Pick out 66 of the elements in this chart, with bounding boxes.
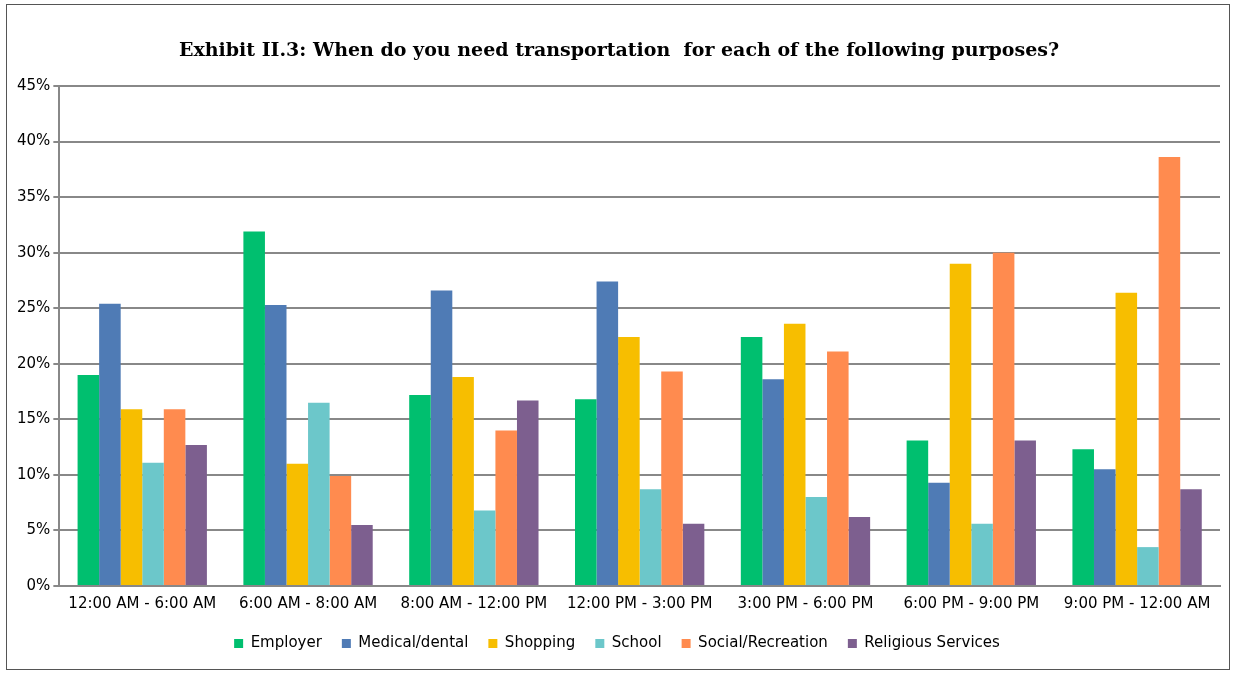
bar (308, 402, 330, 585)
legend-label: Employer (250, 633, 323, 652)
bar (286, 463, 309, 585)
bar (762, 379, 784, 585)
x-tick-label: 6:00 PM - 9:00 PM (903, 593, 1040, 612)
bar (516, 400, 539, 585)
bar (243, 231, 265, 585)
bar (928, 482, 950, 585)
y-tick-label: 10% (17, 464, 51, 483)
bar (163, 409, 186, 585)
bar (971, 523, 993, 585)
bar (264, 304, 287, 585)
bar (1072, 449, 1094, 585)
bar (618, 337, 640, 585)
bar (1158, 157, 1181, 585)
bar (827, 351, 849, 585)
x-tick-label: 12:00 AM - 6:00 AM (68, 593, 217, 612)
x-tick-label: 3:00 PM - 6:00 PM (737, 593, 874, 612)
bar (351, 524, 373, 585)
x-tick-label: 9:00 PM - 12:00 AM (1063, 593, 1211, 612)
legend-label: School (611, 633, 662, 652)
bar (575, 399, 597, 585)
x-tick-label: 12:00 PM - 3:00 PM (566, 593, 713, 612)
bar (120, 409, 143, 585)
bar (992, 252, 1015, 585)
bar (77, 374, 100, 585)
x-tick-label: 8:00 AM - 12:00 PM (400, 593, 548, 612)
bar (949, 263, 972, 585)
bar (1115, 292, 1138, 585)
bar (639, 489, 662, 585)
bar (906, 440, 929, 585)
bar (682, 523, 705, 585)
legend-label: Social/Recreation (698, 633, 828, 652)
bar (783, 323, 806, 585)
y-tick-label: 0% (26, 575, 51, 594)
y-tick-label: 40% (17, 131, 51, 150)
y-tick-label: 5% (26, 520, 51, 539)
bar (473, 510, 496, 585)
bar (329, 476, 352, 585)
legend-label: Medical/dental (358, 633, 469, 652)
y-tick-label: 25% (17, 298, 51, 317)
chart-title: Exhibit II.3: When do you need transportation for each of the following purposes? (177, 38, 1061, 60)
y-tick-label: 45% (17, 75, 51, 94)
bar (1137, 547, 1159, 585)
bar (430, 290, 453, 585)
legend-label: Shopping (504, 633, 576, 652)
bar (740, 337, 763, 585)
bar (596, 281, 619, 585)
y-tick-label: 30% (17, 242, 51, 261)
bar (185, 444, 207, 585)
legend-label: Religious Services (864, 633, 1001, 652)
bar (142, 462, 164, 585)
bar (805, 497, 828, 585)
bar (99, 303, 121, 585)
y-tick-label: 15% (17, 409, 51, 428)
bar (1014, 440, 1036, 585)
y-tick-label: 35% (17, 187, 51, 205)
bar (452, 377, 474, 585)
bar (495, 430, 517, 585)
bar (661, 371, 683, 585)
bar (409, 394, 431, 585)
y-tick-label: 20% (17, 353, 51, 372)
bar (848, 517, 871, 585)
bar (1180, 489, 1202, 585)
x-tick-label: 6:00 AM - 8:00 AM (238, 593, 378, 612)
bar (1093, 469, 1116, 585)
